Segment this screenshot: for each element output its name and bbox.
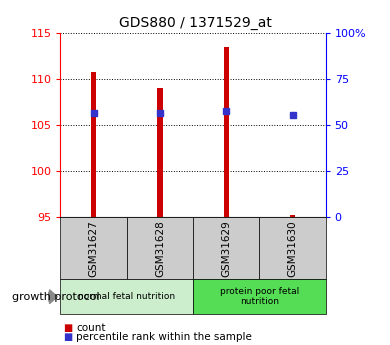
Text: GSM31629: GSM31629 [221,220,231,277]
Text: growth protocol: growth protocol [12,292,99,302]
Bar [290,215,295,217]
Text: normal fetal nutrition: normal fetal nutrition [78,292,176,301]
Bar [91,71,96,217]
Text: percentile rank within the sample: percentile rank within the sample [76,333,252,342]
Text: count: count [76,324,106,333]
Bar [157,88,163,217]
Text: GSM31630: GSM31630 [287,220,298,277]
Text: GSM31628: GSM31628 [155,220,165,277]
Text: ■: ■ [64,324,73,333]
Text: protein poor fetal
nutrition: protein poor fetal nutrition [220,287,299,306]
Bar [223,47,229,217]
Text: GDS880 / 1371529_at: GDS880 / 1371529_at [119,16,271,30]
Text: GSM31627: GSM31627 [89,220,99,277]
Text: ■: ■ [64,333,73,342]
